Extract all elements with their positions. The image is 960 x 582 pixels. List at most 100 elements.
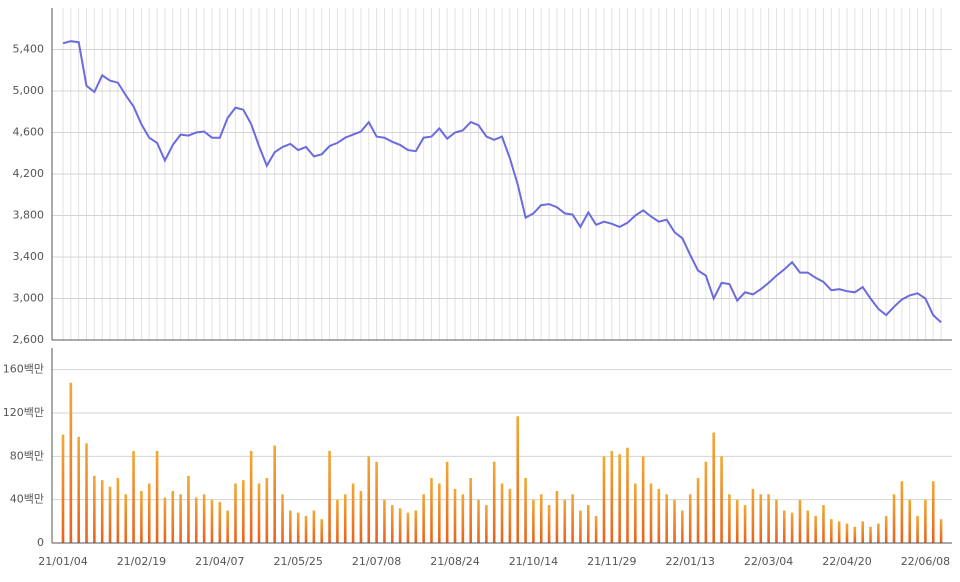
x-tick-label: 22/03/04: [744, 555, 793, 568]
volume-bar: [830, 519, 833, 543]
x-tick-label: 21/05/25: [273, 555, 322, 568]
volume-bar: [124, 494, 128, 543]
y-tick-label: 80백만: [10, 449, 44, 462]
volume-bar: [688, 494, 692, 543]
volume-bar: [641, 456, 645, 543]
volume-bar: [179, 494, 182, 543]
volume-bar: [555, 491, 559, 543]
x-tick-label: 21/07/08: [352, 555, 401, 568]
volume-bar: [328, 450, 331, 543]
volume-bar: [69, 382, 73, 543]
volume-bar: [869, 526, 872, 543]
volume-bar: [218, 501, 222, 543]
volume-bar: [634, 483, 637, 543]
volume-bar: [85, 443, 88, 543]
volume-bar: [759, 494, 763, 543]
volume-bar: [406, 512, 410, 543]
volume-bar: [579, 510, 582, 543]
volume-bar: [720, 456, 723, 543]
y-tick-label: 120백만: [3, 406, 44, 419]
volume-bar: [155, 450, 159, 543]
volume-bar: [539, 494, 543, 543]
y-tick-label: 4,600: [13, 126, 45, 139]
volume-bar: [265, 478, 269, 543]
volume-bar: [390, 505, 394, 543]
volume-bar: [571, 494, 574, 543]
volume-bar: [234, 483, 237, 543]
volume-bar: [281, 494, 284, 543]
x-tick-label: 22/01/13: [665, 555, 714, 568]
volume-bar: [547, 505, 551, 543]
volume-bar: [61, 434, 65, 543]
volume-bar: [798, 499, 802, 543]
volume-bar: [296, 512, 300, 543]
volume-bar: [187, 475, 190, 543]
volume-bar: [93, 475, 96, 543]
volume-bar: [273, 445, 276, 543]
volume-bar: [226, 510, 229, 543]
volume-bar: [461, 494, 465, 543]
volume-bar: [790, 512, 794, 543]
volume-bar: [712, 432, 716, 543]
x-tick-label: 21/01/04: [38, 555, 87, 568]
volume-bar: [359, 491, 363, 543]
volume-bar: [704, 461, 708, 543]
volume-bar: [665, 494, 668, 543]
volume-bar: [257, 483, 261, 543]
y-tick-label: 0: [37, 536, 44, 549]
volume-bar: [477, 499, 480, 543]
y-tick-label: 3,800: [13, 209, 45, 222]
volume-bar: [77, 436, 80, 543]
y-tick-label: 3,000: [13, 292, 45, 305]
volume-bar: [100, 480, 104, 543]
volume-bar: [877, 523, 880, 543]
volume-bar: [163, 497, 167, 543]
volume-bar: [900, 481, 904, 543]
volume-bar: [304, 515, 308, 543]
x-tick-label: 21/04/07: [195, 555, 244, 568]
volume-bar: [806, 510, 810, 543]
volume-bar: [892, 494, 896, 543]
volume-bar: [586, 505, 590, 543]
volume-bar: [438, 483, 441, 543]
volume-bar: [657, 488, 661, 543]
volume-bar: [845, 523, 849, 543]
y-tick-label: 3,400: [13, 250, 45, 263]
volume-bar: [320, 519, 324, 543]
volume-bar: [422, 494, 425, 543]
volume-bar: [132, 450, 135, 543]
volume-bar: [312, 510, 316, 543]
volume-bar: [194, 497, 198, 543]
volume-bar: [351, 483, 355, 543]
volume-bar: [735, 499, 739, 543]
volume-bar: [532, 499, 535, 543]
volume-bar: [924, 499, 927, 543]
x-tick-label: 22/06/08: [901, 555, 950, 568]
x-tick-label: 21/11/29: [587, 555, 636, 568]
volume-bar: [343, 494, 347, 543]
volume-bar: [492, 461, 496, 543]
volume-bar: [931, 481, 935, 543]
volume-bar: [563, 499, 567, 543]
volume-bar: [116, 478, 120, 543]
volume-bar: [908, 499, 912, 543]
volume-bar: [210, 499, 214, 543]
y-tick-label: 4,200: [13, 167, 45, 180]
volume-bar: [696, 478, 700, 543]
volume-bar: [939, 519, 943, 543]
volume-bar: [500, 483, 504, 543]
volume-bar: [649, 483, 653, 543]
volume-bar: [861, 521, 864, 543]
volume-bar: [822, 505, 825, 543]
volume-bar: [375, 461, 378, 543]
volume-bar: [516, 416, 520, 543]
volume-bar: [837, 521, 841, 543]
volume-bar: [884, 515, 888, 543]
volume-bar: [398, 508, 402, 543]
y-tick-label: 2,600: [13, 333, 45, 346]
volume-bar: [602, 456, 606, 543]
volume-bar: [147, 483, 151, 543]
volume-bar: [673, 499, 676, 543]
volume-bar: [782, 510, 786, 543]
